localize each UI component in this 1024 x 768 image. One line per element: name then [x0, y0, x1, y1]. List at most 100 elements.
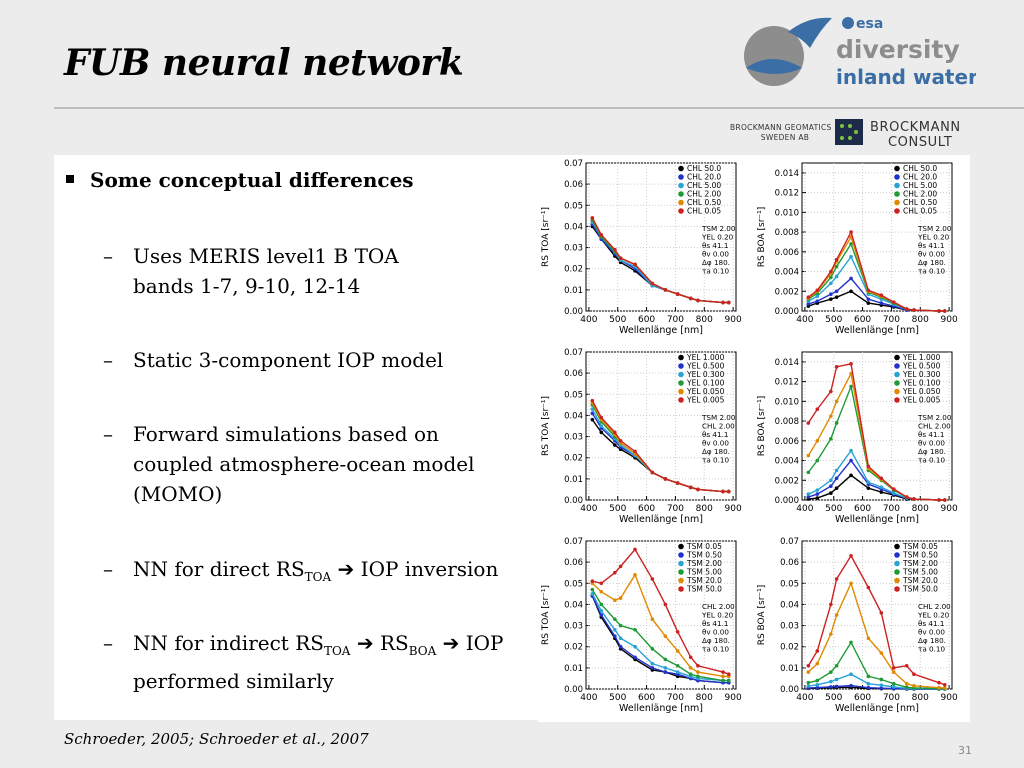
data-point: [879, 651, 884, 655]
y-tick-label: 0.07: [780, 537, 799, 547]
data-point: [879, 683, 884, 687]
y-tick-label: 0.02: [564, 643, 583, 653]
legend-label: YEL 1.000: [686, 353, 725, 362]
series-line: [591, 589, 729, 682]
y-axis-label: RS TOA [sr⁻¹]: [541, 207, 551, 267]
data-point: [721, 674, 725, 679]
data-point: [590, 398, 595, 403]
data-point: [834, 613, 839, 617]
legend-marker: [678, 397, 684, 403]
data-point: [590, 417, 595, 422]
data-point: [599, 602, 604, 607]
data-point: [834, 684, 839, 689]
parameter-annotation: θv 0.00: [918, 439, 945, 448]
plot-frame: [585, 162, 737, 312]
right-arrow-icon: ➔: [442, 631, 460, 655]
data-point: [618, 623, 623, 628]
x-tick-label: 600: [638, 504, 655, 514]
data-point: [834, 421, 839, 425]
data-point: [590, 216, 595, 220]
x-tick-label: 600: [854, 315, 871, 325]
data-point: [590, 592, 595, 596]
data-point: [879, 476, 884, 481]
data-point: [806, 670, 811, 674]
parameter-annotation: YEL 0.20: [917, 233, 950, 242]
data-point: [696, 487, 700, 492]
page-number: 31: [958, 744, 972, 757]
bullet-square-icon: [66, 175, 74, 183]
x-tick-label: 600: [638, 693, 655, 703]
x-tick-label: 500: [609, 693, 626, 703]
legend-label: CHL 2.00: [687, 190, 721, 199]
data-point: [613, 617, 617, 622]
data-point: [618, 564, 623, 569]
slide-title: FUB neural network: [64, 42, 464, 84]
partner-logos: Brockmann Geomatics Sweden AB Brockmann …: [730, 119, 960, 150]
y-tick-label: 0.04: [780, 600, 799, 610]
item-subscript: TOA: [304, 570, 332, 584]
data-point: [866, 297, 871, 301]
legend-marker: [894, 586, 900, 592]
data-point: [599, 415, 604, 420]
parameter-annotation: τa 0.10: [918, 267, 945, 276]
data-point: [834, 289, 839, 294]
data-point: [721, 678, 725, 683]
partner1-line1: Brockmann Geomatics: [730, 123, 832, 132]
data-point: [879, 485, 884, 489]
x-tick-label: 500: [609, 504, 626, 514]
legend-label: YEL 0.005: [902, 396, 941, 405]
data-point: [618, 256, 623, 260]
data-point: [618, 644, 623, 649]
data-point: [815, 488, 820, 492]
data-point: [663, 288, 668, 292]
data-point: [721, 670, 725, 674]
data-point: [599, 589, 604, 594]
data-point: [633, 547, 637, 552]
main-bullet-text: Some conceptual differences: [90, 168, 414, 192]
y-axis-label: RS TOA [sr⁻¹]: [541, 585, 551, 645]
data-point: [829, 414, 833, 418]
series-line: [591, 400, 729, 493]
y-axis-label: RS TOA [sr⁻¹]: [541, 396, 551, 456]
data-point: [613, 634, 617, 638]
data-point: [866, 464, 871, 469]
data-point: [849, 473, 853, 478]
data-point: [721, 489, 725, 494]
x-axis-label: Wellenlänge [nm]: [619, 325, 703, 336]
data-point: [829, 685, 833, 689]
data-point: [663, 477, 668, 481]
y-tick-label: 0.00: [564, 685, 583, 695]
parameter-annotation: θv 0.00: [702, 250, 729, 259]
legend-label: CHL 20.0: [687, 173, 721, 182]
data-point: [815, 299, 820, 303]
logo-line1: diversity: [836, 35, 960, 64]
data-point: [912, 497, 916, 501]
data-point: [849, 581, 853, 586]
parameter-annotation: Δφ 180.: [702, 447, 730, 456]
legend-marker: [894, 397, 900, 403]
legend-marker: [894, 371, 900, 378]
x-tick-label: 400: [796, 315, 813, 325]
data-point: [599, 613, 604, 617]
item-text: IOP inversion: [360, 557, 499, 581]
x-tick-label: 800: [696, 504, 713, 514]
data-point: [829, 670, 833, 674]
x-axis-label: Wellenlänge [nm]: [619, 514, 703, 525]
legend-marker: [894, 174, 900, 180]
data-point: [829, 632, 833, 636]
legend-marker: [678, 354, 684, 361]
data-point: [866, 585, 871, 590]
legend-marker: [678, 191, 684, 197]
data-point: [829, 389, 833, 394]
y-tick-label: 0.012: [775, 189, 799, 199]
data-point: [849, 554, 853, 558]
data-point: [696, 670, 700, 674]
legend-marker: [894, 552, 900, 558]
data-point: [904, 685, 909, 690]
data-point: [650, 647, 655, 651]
y-tick-label: 0.05: [564, 579, 583, 589]
data-point: [834, 365, 839, 369]
data-point: [891, 491, 896, 495]
x-tick-label: 800: [696, 693, 713, 703]
legend-label: YEL 0.050: [686, 387, 725, 396]
